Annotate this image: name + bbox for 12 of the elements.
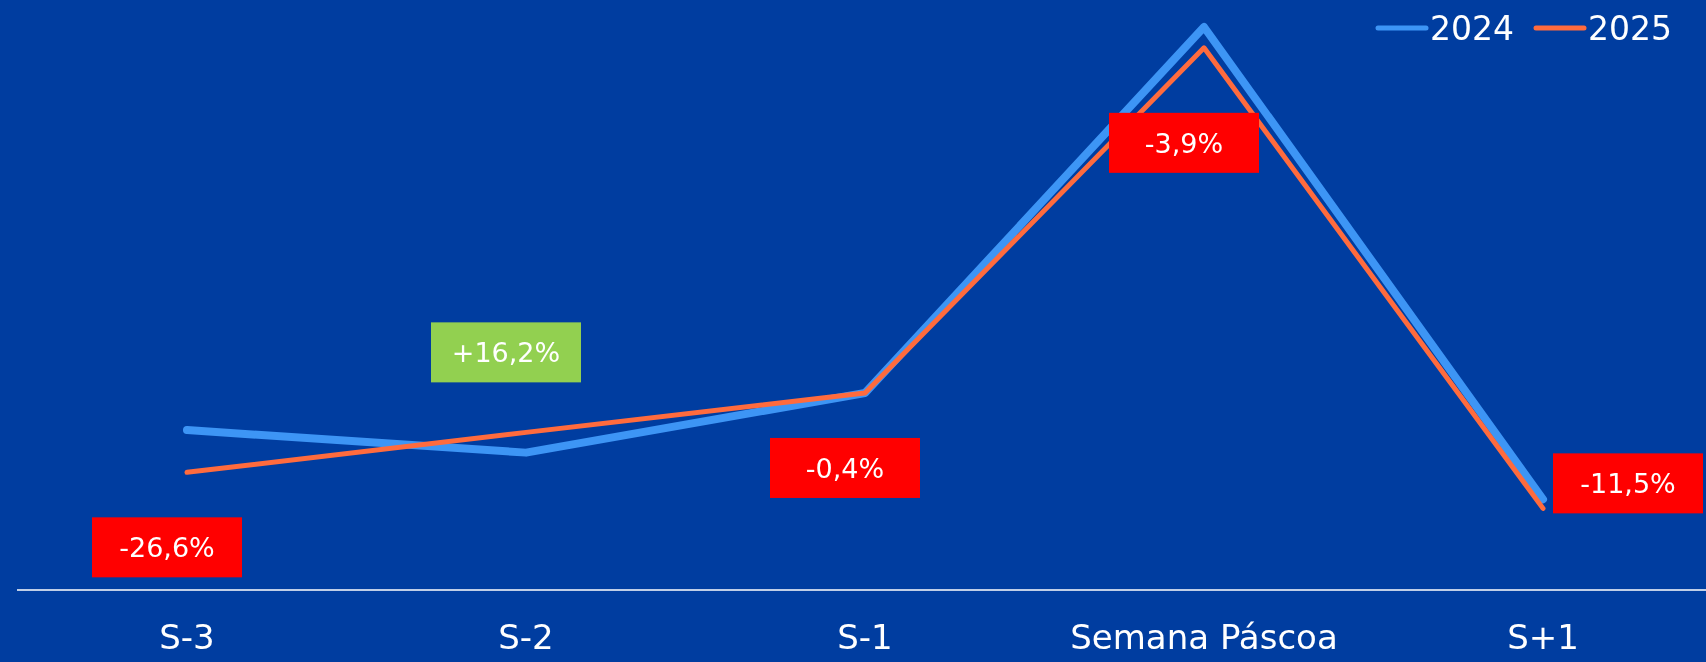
annotation: +16,2%: [451, 337, 561, 369]
annotation: -0,4%: [805, 452, 885, 484]
legend-label: 2024: [1430, 9, 1514, 48]
x-tick-label: S-3: [159, 617, 215, 657]
x-tick-label: S+1: [1507, 617, 1579, 657]
x-tick-label: S-2: [498, 617, 554, 657]
annotation: -26,6%: [119, 532, 215, 564]
annotation: -11,5%: [1580, 468, 1676, 500]
x-tick-label: S-1: [837, 617, 893, 657]
annotation: -3,9%: [1144, 127, 1224, 159]
x-tick-label: Semana Páscoa: [1070, 617, 1338, 657]
legend-label: 2025: [1588, 9, 1672, 48]
